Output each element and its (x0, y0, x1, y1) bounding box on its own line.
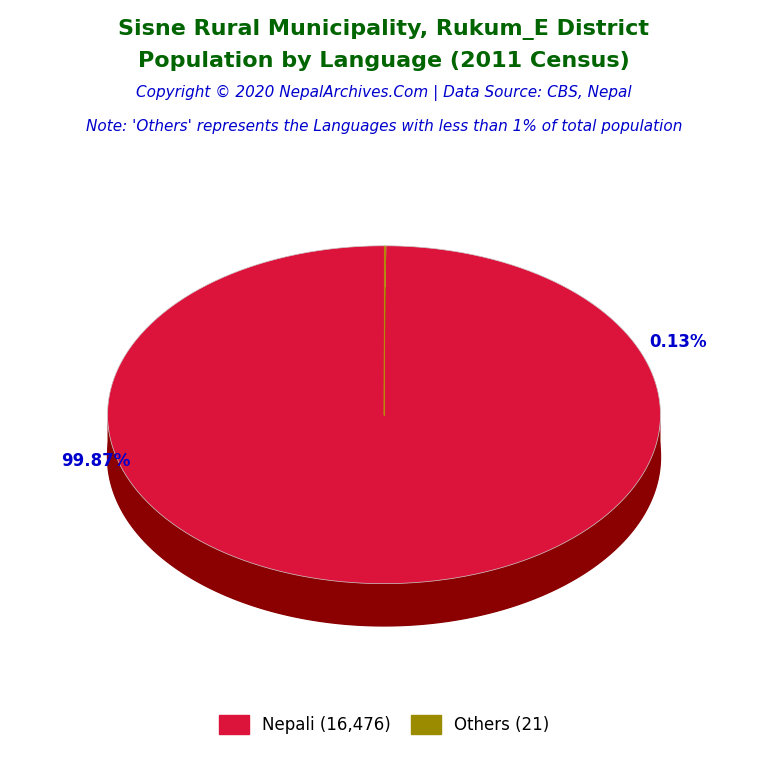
Polygon shape (384, 246, 386, 415)
Text: Note: 'Others' represents the Languages with less than 1% of total population: Note: 'Others' represents the Languages … (86, 119, 682, 134)
Text: 99.87%: 99.87% (61, 452, 131, 470)
Legend: Nepali (16,476), Others (21): Nepali (16,476), Others (21) (212, 708, 556, 740)
Polygon shape (108, 288, 660, 626)
Polygon shape (108, 246, 660, 584)
Text: Population by Language (2011 Census): Population by Language (2011 Census) (138, 51, 630, 71)
Text: Copyright © 2020 NepalArchives.Com | Data Source: CBS, Nepal: Copyright © 2020 NepalArchives.Com | Dat… (136, 85, 632, 101)
Text: 0.13%: 0.13% (649, 333, 707, 351)
Polygon shape (108, 415, 660, 626)
Text: Sisne Rural Municipality, Rukum_E District: Sisne Rural Municipality, Rukum_E Distri… (118, 19, 650, 40)
